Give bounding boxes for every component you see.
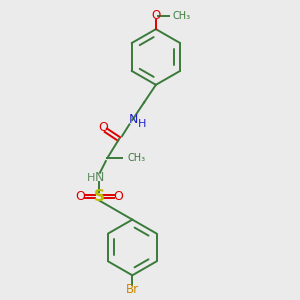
Text: O: O (151, 10, 160, 22)
Text: O: O (98, 122, 108, 134)
Text: O: O (75, 190, 85, 203)
Text: CH₃: CH₃ (128, 153, 146, 163)
Text: S: S (94, 189, 105, 204)
Text: CH₃: CH₃ (172, 11, 190, 21)
Text: O: O (114, 190, 123, 203)
Text: H: H (138, 118, 146, 128)
Text: H: H (87, 173, 95, 183)
Text: Br: Br (126, 283, 139, 296)
Text: N: N (95, 171, 104, 184)
Text: N: N (129, 113, 139, 127)
